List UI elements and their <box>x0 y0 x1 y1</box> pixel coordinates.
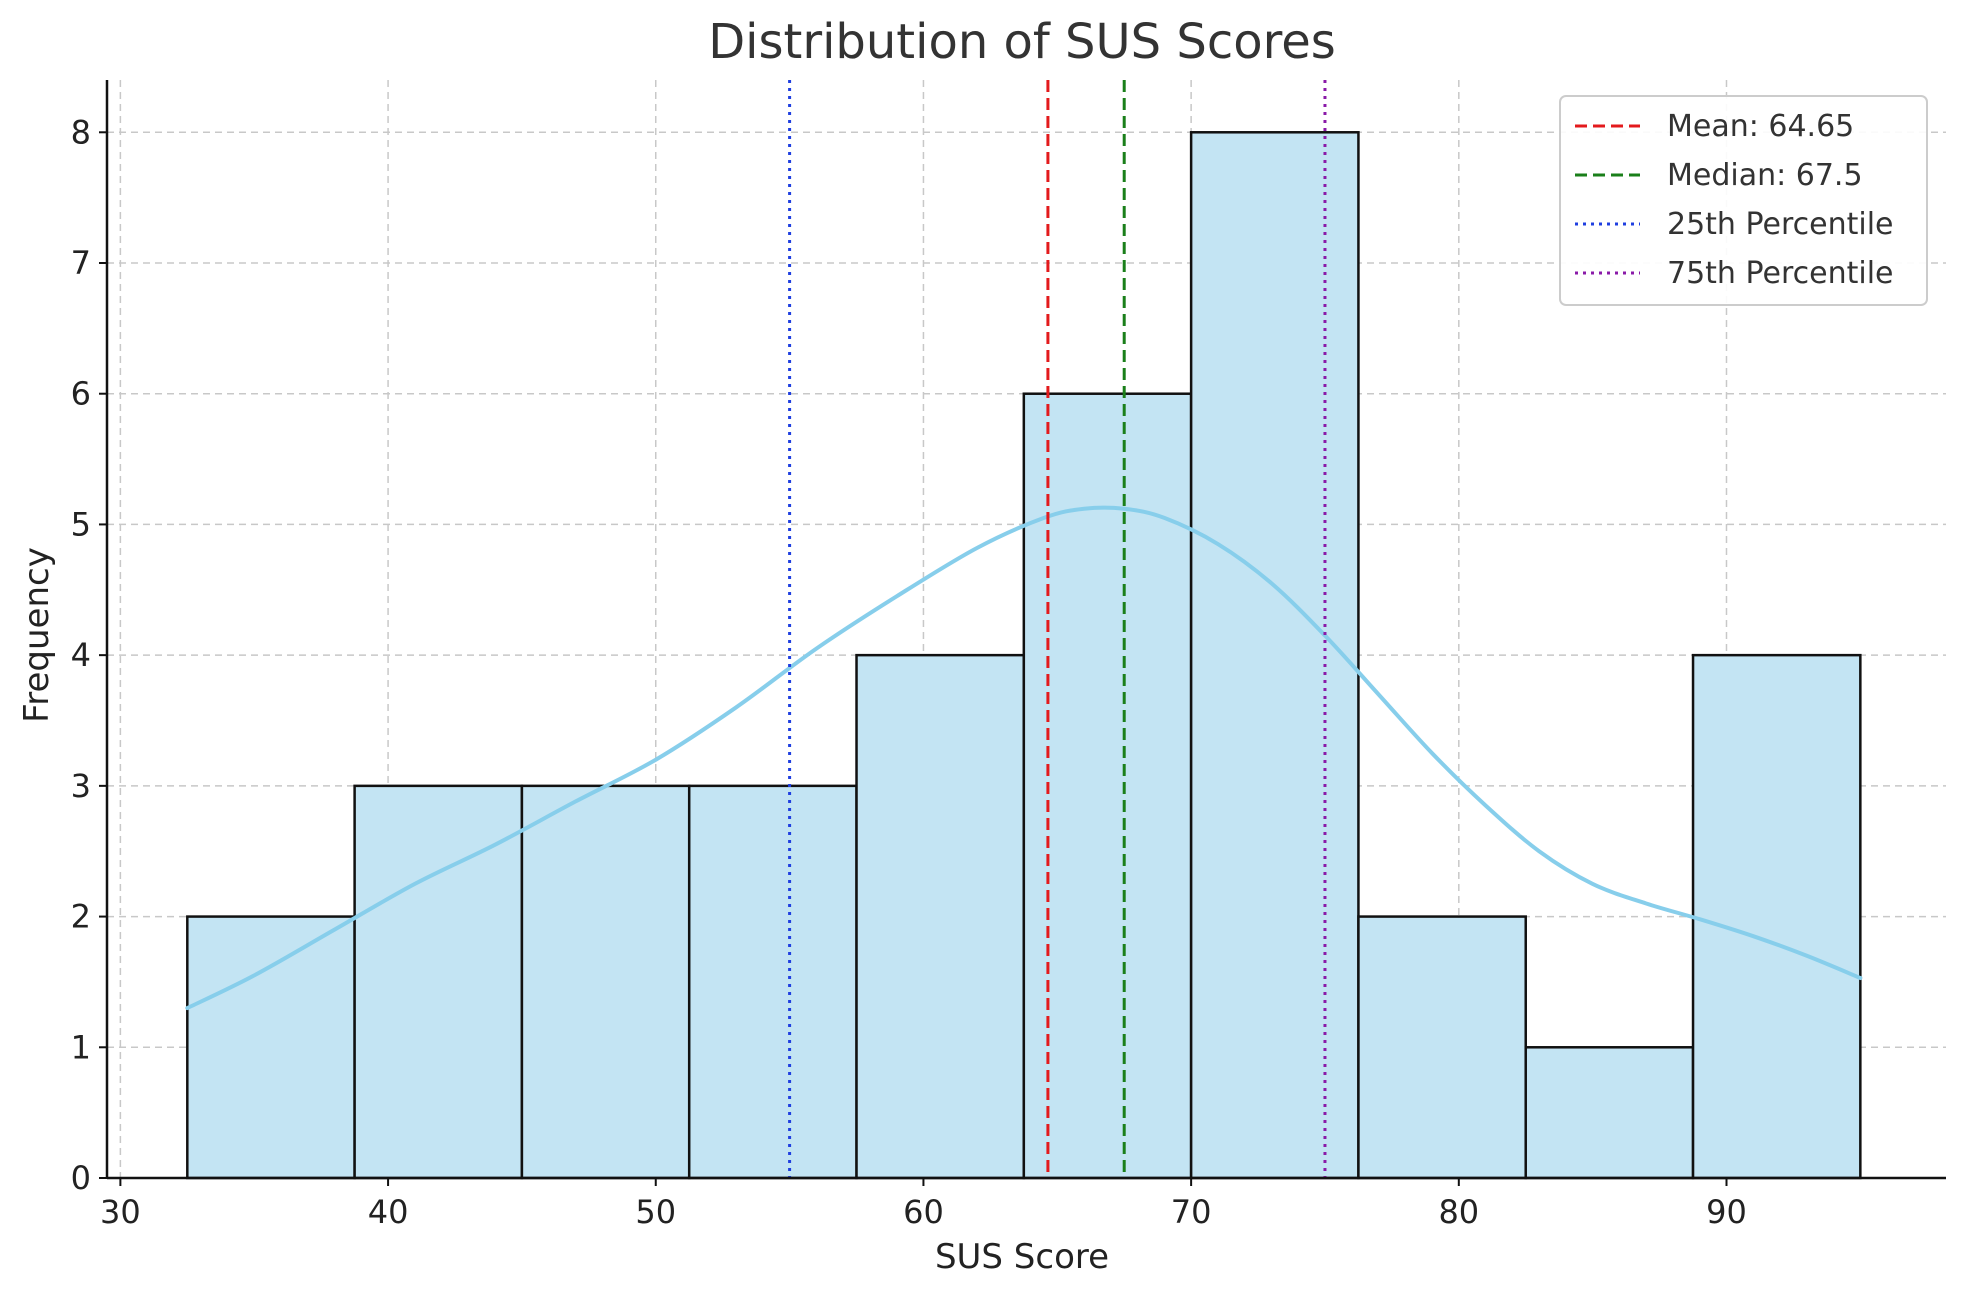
legend-label: Median: 67.5 <box>1667 158 1863 193</box>
y-tick-label: 0 <box>71 1159 91 1197</box>
histogram-bar <box>1524 1046 1695 1180</box>
histogram-bar <box>186 915 356 1180</box>
y-tick-label: 6 <box>71 375 91 413</box>
legend: Mean: 64.65 Median: 67.5 25th Percentile 75… <box>1559 95 1928 306</box>
histogram-bar <box>1022 392 1193 1180</box>
y-tick-label: 1 <box>71 1028 91 1066</box>
legend-items: Mean: 64.65 Median: 67.5 25th Percentile 75… <box>1575 109 1894 291</box>
x-axis-label: SUS Score <box>935 1237 1109 1277</box>
y-tick-label: 2 <box>71 898 91 936</box>
legend-label: Mean: 64.65 <box>1667 109 1854 144</box>
kde-curve-layer <box>185 505 1863 1011</box>
x-tick-label: 90 <box>1706 1193 1747 1231</box>
y-tick-label: 8 <box>71 113 91 151</box>
chart-title: Distribution of SUS Scores <box>708 14 1336 70</box>
histogram-bar <box>1357 915 1527 1180</box>
y-tick-label: 7 <box>71 244 91 282</box>
y-tick-label: 3 <box>71 767 91 805</box>
histogram-bar <box>687 784 858 1180</box>
histogram-bars <box>186 131 1862 1180</box>
y-tick-label: 5 <box>71 505 91 543</box>
histogram-bar <box>855 653 1026 1180</box>
kde-curve <box>185 505 1863 1011</box>
histogram-bar <box>353 784 524 1180</box>
histogram-bar <box>1691 653 1862 1180</box>
legend-label: 25th Percentile <box>1667 207 1894 242</box>
histogram-bar <box>1189 131 1360 1180</box>
tick-labels: 30 40 50 60 70 80 90 0 1 2 3 4 5 6 7 8 <box>71 113 1747 1231</box>
axes <box>99 80 1946 1186</box>
x-tick-label: 80 <box>1438 1193 1479 1231</box>
x-tick-label: 60 <box>903 1193 944 1231</box>
x-tick-label: 30 <box>100 1193 141 1231</box>
legend-box <box>1559 95 1928 306</box>
x-tick-label: 50 <box>635 1193 676 1231</box>
legend-label: 75th Percentile <box>1667 256 1894 291</box>
x-tick-label: 40 <box>368 1193 409 1231</box>
y-axis-label: Frequency <box>17 547 57 723</box>
x-tick-label: 70 <box>1171 1193 1212 1231</box>
reference-lines <box>788 80 1327 1178</box>
histogram-bar <box>520 784 691 1180</box>
y-tick-label: 4 <box>71 636 91 674</box>
